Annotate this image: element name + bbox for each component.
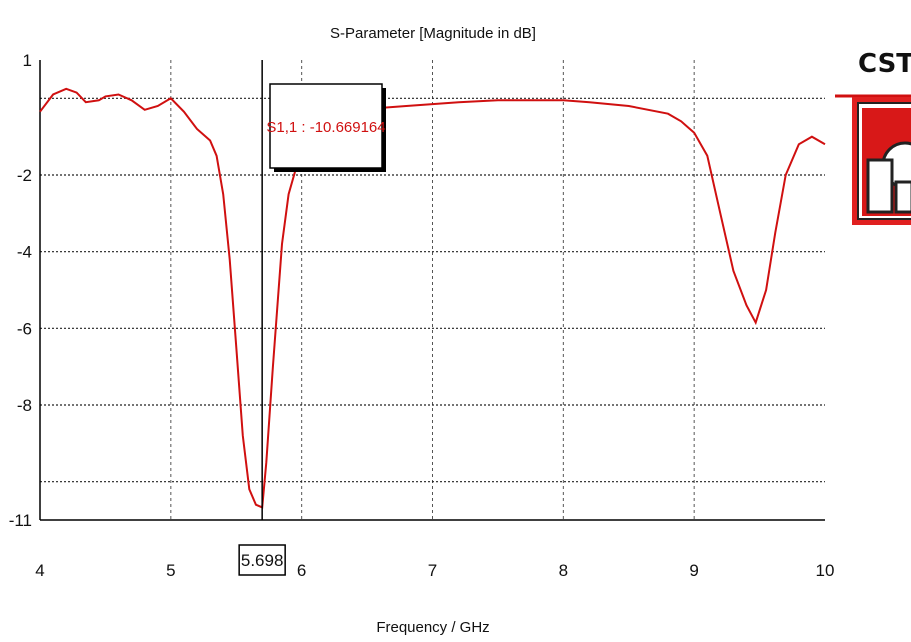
x-axis-label: Frequency / GHz [376, 619, 489, 636]
y-tick-label: -8 [17, 396, 32, 415]
grid-layer [40, 60, 825, 520]
y-tick-label: -4 [17, 243, 32, 262]
x-tick-label: 9 [689, 561, 698, 580]
axes-layer [39, 60, 825, 521]
x-tick-label: 7 [428, 561, 437, 580]
y-tick-label: 1 [23, 51, 32, 70]
marker-layer: 5.698 S1,1 : -10.669164 [238, 60, 386, 576]
x-tick-label: 4 [35, 561, 44, 580]
y-tick-label: -11 [9, 511, 32, 530]
marker-value-label: S1,1 : -10.669164 [266, 119, 385, 136]
chart-title: S-Parameter [Magnitude in dB] [330, 25, 536, 42]
x-tick-label: 10 [816, 561, 835, 580]
logo-cylinder [894, 180, 911, 214]
x-tick-label: 5 [166, 561, 175, 580]
marker-x-label: 5.698 [241, 551, 284, 570]
marker-x-box [238, 544, 286, 576]
tick-labels: 4 5 6 7 8 9 10 1 -2 -4 -6 -8 -11 [9, 51, 835, 580]
y-tick-label: -2 [17, 166, 32, 185]
x-tick-label: 8 [559, 561, 568, 580]
y-tick-label: -6 [17, 319, 32, 338]
logo-text: CST [858, 49, 911, 79]
logo-cube [866, 158, 894, 214]
cst-logo: CST [835, 49, 911, 225]
marker-label-box [269, 83, 383, 169]
x-tick-label: 6 [297, 561, 306, 580]
